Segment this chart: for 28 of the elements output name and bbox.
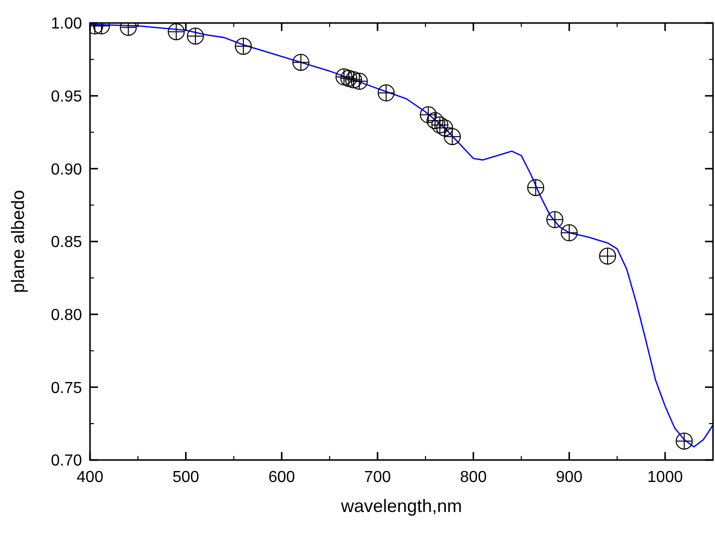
point	[350, 72, 368, 90]
x-tick-label: 600	[268, 469, 296, 486]
y-tick-label: 0.90	[50, 161, 82, 178]
x-tick-label: 800	[460, 469, 487, 486]
point	[292, 54, 310, 71]
point	[527, 179, 544, 196]
y-tick-label: 0.85	[50, 234, 82, 252]
point	[168, 23, 185, 40]
y-tick-label: 0.95	[50, 88, 82, 106]
y-tick-label: 1.00	[50, 16, 82, 33]
point	[378, 84, 395, 102]
point	[186, 28, 204, 45]
x-tick-label: 700	[364, 469, 391, 486]
y-axis-title: plane albedo	[8, 190, 28, 294]
point	[431, 116, 448, 134]
point	[345, 71, 362, 88]
x-tick-label: 500	[172, 469, 200, 486]
point	[340, 70, 358, 87]
point	[599, 248, 616, 265]
point	[335, 68, 352, 86]
y-tick-label: 0.70	[50, 452, 82, 470]
x-tick-label: 1000	[647, 469, 683, 486]
x-axis-title: wavelength,nm	[340, 496, 462, 516]
x-tick-label: 900	[556, 469, 583, 486]
y-tick-label: 0.80	[50, 306, 82, 324]
x-tick-label: 400	[76, 469, 104, 486]
y-tick-label: 0.75	[50, 380, 82, 397]
point	[546, 211, 564, 228]
